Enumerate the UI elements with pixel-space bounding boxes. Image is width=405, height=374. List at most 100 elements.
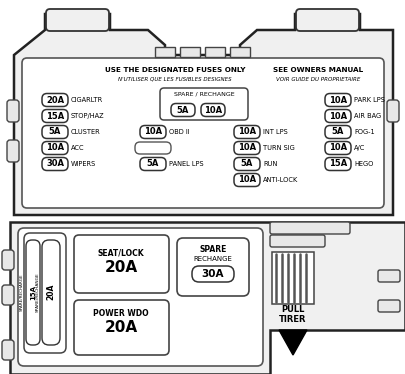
- Polygon shape: [278, 330, 306, 355]
- Text: 20A: 20A: [104, 321, 137, 335]
- FancyBboxPatch shape: [46, 9, 109, 31]
- Text: STOP/HAZ: STOP/HAZ: [71, 113, 104, 119]
- Text: 15A: 15A: [328, 159, 346, 169]
- Text: VOIR GUIDE DU PROPRIETAIRE: VOIR GUIDE DU PROPRIETAIRE: [275, 77, 359, 82]
- FancyBboxPatch shape: [42, 141, 68, 154]
- Text: SPARE: SPARE: [199, 245, 226, 254]
- FancyBboxPatch shape: [135, 142, 171, 154]
- FancyBboxPatch shape: [171, 104, 194, 116]
- Text: RECHANGE: RECHANGE: [193, 256, 232, 262]
- FancyBboxPatch shape: [42, 110, 68, 123]
- Text: 30A: 30A: [201, 269, 224, 279]
- Text: ANTI-LOCK: ANTI-LOCK: [262, 177, 298, 183]
- FancyBboxPatch shape: [2, 340, 14, 360]
- Text: 20A: 20A: [47, 284, 55, 300]
- Text: 5A: 5A: [147, 159, 159, 169]
- Text: CLUSTER: CLUSTER: [71, 129, 100, 135]
- FancyBboxPatch shape: [233, 157, 259, 171]
- Text: 10A: 10A: [144, 128, 162, 137]
- FancyBboxPatch shape: [200, 104, 224, 116]
- FancyBboxPatch shape: [42, 240, 60, 345]
- FancyBboxPatch shape: [7, 100, 19, 122]
- Polygon shape: [10, 222, 404, 374]
- Text: 10A: 10A: [203, 105, 222, 114]
- Bar: [155, 47, 175, 57]
- Text: SPARE / RECHANGE: SPARE / RECHANGE: [173, 92, 234, 96]
- FancyBboxPatch shape: [269, 222, 349, 234]
- Text: 5A: 5A: [240, 159, 253, 169]
- Text: 10A: 10A: [328, 95, 346, 104]
- Text: PULL: PULL: [281, 306, 304, 315]
- Text: 10A: 10A: [46, 144, 64, 153]
- FancyBboxPatch shape: [386, 100, 398, 122]
- FancyBboxPatch shape: [140, 157, 166, 171]
- Text: PANEL LPS: PANEL LPS: [168, 161, 203, 167]
- Text: POWER WDO: POWER WDO: [93, 309, 149, 318]
- FancyBboxPatch shape: [22, 58, 383, 208]
- FancyBboxPatch shape: [377, 300, 399, 312]
- Text: OBD II: OBD II: [168, 129, 189, 135]
- Text: FOG-1: FOG-1: [353, 129, 374, 135]
- FancyBboxPatch shape: [24, 233, 66, 353]
- Text: 10A: 10A: [328, 111, 346, 120]
- Text: RUN: RUN: [262, 161, 277, 167]
- Text: N'UTILISER QUE LES FUSIBLES DESIGNES: N'UTILISER QUE LES FUSIBLES DESIGNES: [118, 77, 231, 82]
- Text: 5A: 5A: [49, 128, 61, 137]
- FancyBboxPatch shape: [324, 94, 350, 107]
- Text: SPARE/RECHANGE: SPARE/RECHANGE: [36, 272, 40, 312]
- FancyBboxPatch shape: [2, 250, 14, 270]
- Text: INT LPS: INT LPS: [262, 129, 287, 135]
- Text: 20A: 20A: [104, 261, 137, 276]
- FancyBboxPatch shape: [74, 235, 168, 293]
- Text: 5A: 5A: [331, 128, 343, 137]
- FancyBboxPatch shape: [192, 266, 233, 282]
- Text: 10A: 10A: [237, 144, 256, 153]
- Text: 10A: 10A: [328, 144, 346, 153]
- FancyBboxPatch shape: [177, 238, 248, 296]
- FancyBboxPatch shape: [74, 300, 168, 355]
- FancyBboxPatch shape: [324, 126, 350, 138]
- Text: 20A: 20A: [46, 95, 64, 104]
- Text: 30A: 30A: [46, 159, 64, 169]
- FancyBboxPatch shape: [233, 174, 259, 187]
- FancyBboxPatch shape: [377, 270, 399, 282]
- Polygon shape: [14, 14, 392, 215]
- FancyBboxPatch shape: [295, 9, 358, 31]
- FancyBboxPatch shape: [2, 285, 14, 305]
- Text: CIGARLTR: CIGARLTR: [71, 97, 103, 103]
- FancyBboxPatch shape: [7, 140, 19, 162]
- FancyBboxPatch shape: [42, 157, 68, 171]
- FancyBboxPatch shape: [233, 141, 259, 154]
- Text: 15A: 15A: [46, 111, 64, 120]
- Text: PARK LPS: PARK LPS: [353, 97, 384, 103]
- Text: SEAT/LOCK: SEAT/LOCK: [98, 248, 144, 258]
- Text: SEE OWNERS MANUAL: SEE OWNERS MANUAL: [272, 67, 362, 73]
- FancyBboxPatch shape: [140, 126, 166, 138]
- Text: 5A: 5A: [176, 105, 189, 114]
- Text: TIRER: TIRER: [279, 316, 306, 325]
- Text: TURN SIG: TURN SIG: [262, 145, 294, 151]
- Text: 15A: 15A: [30, 285, 36, 300]
- Text: 10A: 10A: [237, 128, 256, 137]
- FancyBboxPatch shape: [324, 110, 350, 123]
- Text: AIR BAG: AIR BAG: [353, 113, 380, 119]
- FancyBboxPatch shape: [233, 126, 259, 138]
- Bar: [230, 47, 249, 57]
- Text: USE THE DESIGNATED FUSES ONLY: USE THE DESIGNATED FUSES ONLY: [104, 67, 245, 73]
- Text: WIPERS: WIPERS: [71, 161, 96, 167]
- Bar: [271, 252, 313, 304]
- FancyBboxPatch shape: [26, 240, 40, 345]
- Text: A/C: A/C: [353, 145, 365, 151]
- Text: ACC: ACC: [71, 145, 84, 151]
- Bar: [205, 47, 224, 57]
- FancyBboxPatch shape: [42, 126, 68, 138]
- FancyBboxPatch shape: [324, 157, 350, 171]
- FancyBboxPatch shape: [160, 88, 247, 120]
- FancyBboxPatch shape: [42, 94, 68, 107]
- Text: HEGO: HEGO: [353, 161, 373, 167]
- Text: SPARE/RECHARGE: SPARE/RECHARGE: [20, 273, 24, 311]
- FancyBboxPatch shape: [324, 141, 350, 154]
- Bar: [179, 47, 200, 57]
- FancyBboxPatch shape: [18, 228, 262, 366]
- FancyBboxPatch shape: [269, 235, 324, 247]
